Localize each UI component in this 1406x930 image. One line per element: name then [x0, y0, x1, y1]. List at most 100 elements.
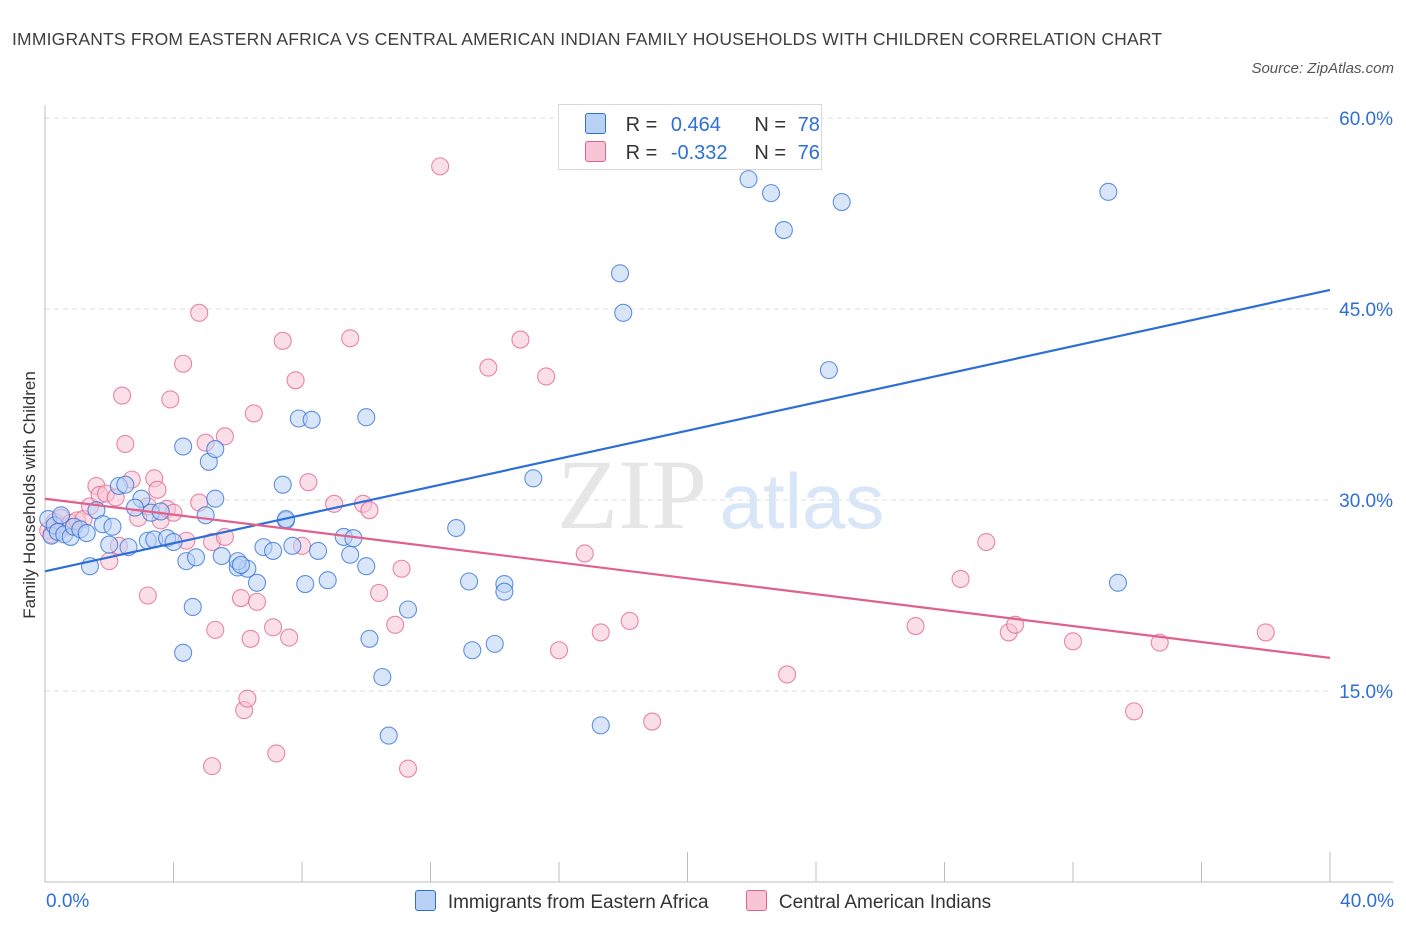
point-eastern-africa: [264, 541, 283, 560]
legend-n-value: 76: [797, 142, 820, 164]
point-eastern-africa: [212, 546, 231, 566]
legend-swatch-blue: [414, 890, 436, 911]
point-central-american-indians: [398, 759, 418, 778]
point-eastern-africa: [832, 192, 851, 212]
point-central-american-indians: [386, 615, 405, 634]
y-tick-label: 60.0%: [1339, 109, 1393, 130]
watermark-atlas: atlas: [720, 457, 885, 545]
point-central-american-indians: [620, 611, 639, 631]
legend-label: Central American Indians: [778, 892, 992, 913]
point-central-american-indians: [479, 358, 498, 377]
legend-row-pink: R = -0.332 N = 76: [585, 141, 820, 165]
point-eastern-africa: [273, 475, 292, 494]
point-eastern-africa: [283, 536, 302, 555]
point-eastern-africa: [103, 517, 122, 536]
legend-swatch-pink: [745, 890, 767, 911]
y-axis-title: Family Households with Children: [20, 371, 39, 619]
point-eastern-africa: [614, 303, 633, 322]
legend-r-value: -0.332: [670, 142, 728, 164]
point-central-american-indians: [264, 618, 283, 637]
point-eastern-africa: [196, 506, 215, 525]
point-central-american-indians: [951, 569, 970, 588]
point-central-american-indians: [1256, 623, 1275, 642]
point-central-american-indians: [341, 329, 360, 348]
point-eastern-africa: [231, 555, 251, 574]
point-eastern-africa: [819, 361, 838, 380]
legend-r-label: R =: [625, 142, 658, 164]
point-eastern-africa: [360, 629, 379, 648]
point-central-american-indians: [231, 588, 251, 608]
axes: [44, 105, 1393, 883]
point-central-american-indians: [238, 689, 257, 708]
point-central-american-indians: [537, 367, 556, 386]
legend-row-blue: R = 0.464 N = 78: [585, 113, 820, 137]
point-central-american-indians: [161, 390, 180, 409]
point-central-american-indians: [203, 757, 222, 776]
legend-item-central-american-indians: Central American Indians: [745, 890, 992, 914]
x-tick-label-max: 40.0%: [1340, 891, 1394, 912]
point-central-american-indians: [280, 628, 299, 647]
trend-lines: [44, 288, 1331, 659]
trend-line-central-american-indians: [44, 497, 1331, 659]
point-eastern-africa: [761, 184, 781, 203]
point-central-american-indians: [299, 473, 318, 492]
point-eastern-africa: [247, 573, 267, 592]
point-central-american-indians: [431, 157, 450, 176]
point-eastern-africa: [77, 524, 96, 543]
series-central-american-indians: [39, 157, 1275, 778]
point-central-american-indians: [116, 434, 135, 454]
correlation-legend: R = 0.464 N = 78 R = -0.332 N = 76: [558, 104, 822, 170]
point-eastern-africa: [739, 170, 758, 189]
point-central-american-indians: [273, 331, 292, 350]
point-eastern-africa: [302, 410, 321, 429]
y-tick-label: 30.0%: [1339, 491, 1393, 512]
y-tick-labels: 15.0% 30.0% 45.0% 60.0%: [1339, 109, 1393, 703]
point-central-american-indians: [511, 330, 530, 349]
point-central-american-indians: [392, 559, 411, 578]
point-eastern-africa: [174, 643, 193, 662]
point-eastern-africa: [357, 557, 376, 576]
point-central-american-indians: [174, 354, 193, 373]
point-central-american-indians: [1063, 632, 1083, 651]
legend-n-label: N =: [754, 142, 787, 164]
point-eastern-africa: [52, 506, 71, 525]
point-eastern-africa: [125, 498, 144, 517]
point-central-american-indians: [977, 532, 996, 552]
legend-label: Immigrants from Eastern Africa: [447, 892, 709, 913]
legend-r-label: R =: [625, 114, 658, 136]
point-eastern-africa: [357, 408, 376, 427]
legend-swatch-pink: [585, 141, 606, 162]
point-central-american-indians: [244, 404, 263, 423]
point-central-american-indians: [215, 427, 234, 446]
point-central-american-indians: [591, 623, 610, 642]
point-eastern-africa: [1108, 573, 1128, 592]
point-central-american-indians: [575, 544, 594, 563]
watermark: ZIP atlas: [557, 439, 884, 550]
point-central-american-indians: [778, 665, 797, 684]
point-eastern-africa: [186, 548, 206, 567]
legend-n-label: N =: [754, 114, 787, 136]
point-central-american-indians: [360, 501, 379, 520]
point-eastern-africa: [174, 437, 193, 456]
point-central-american-indians: [206, 620, 225, 639]
series-legend: Immigrants from Eastern Africa Central A…: [0, 890, 1406, 914]
point-central-american-indians: [286, 371, 305, 390]
point-central-american-indians: [643, 712, 662, 731]
point-eastern-africa: [341, 545, 360, 564]
point-eastern-africa: [610, 264, 630, 283]
legend-r-value: 0.464: [670, 114, 721, 136]
watermark-zip: ZIP: [557, 439, 707, 550]
point-central-american-indians: [247, 592, 267, 611]
y-tick-label: 15.0%: [1339, 682, 1393, 703]
point-central-american-indians: [113, 386, 132, 405]
point-eastern-africa: [447, 518, 466, 538]
point-eastern-africa: [1099, 182, 1118, 201]
point-central-american-indians: [549, 641, 569, 660]
legend-swatch-blue: [585, 113, 606, 134]
point-central-american-indians: [241, 629, 260, 648]
point-eastern-africa: [373, 667, 392, 687]
point-eastern-africa: [296, 574, 315, 594]
point-eastern-africa: [495, 582, 514, 601]
point-central-american-indians: [370, 583, 389, 603]
